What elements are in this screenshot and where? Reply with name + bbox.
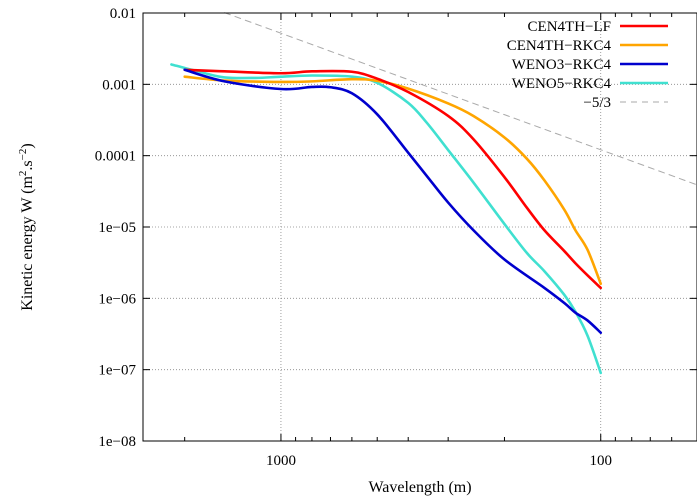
y-tick-label: 1e−07 (98, 363, 136, 379)
series-line-4 (224, 12, 697, 186)
y-tick-label: 0.0001 (95, 149, 136, 165)
grid (143, 13, 697, 441)
x-tick-label: 100 (589, 453, 612, 469)
legend: CEN4TH−LF CEN4TH−RKC4 WENO3−RKC4 WENO5−RKC4… (507, 19, 668, 111)
x-tick-label: 1000 (266, 453, 296, 469)
series-line-3 (170, 63, 603, 375)
legend-label-1: CEN4TH−RKC4 (507, 38, 612, 54)
y-tick-label: 1e−06 (98, 291, 136, 307)
legend-label-0: CEN4TH−LF (528, 19, 611, 35)
y-tick-label: 1e−08 (98, 434, 136, 450)
series-layer (170, 12, 697, 375)
legend-label-2: WENO3−RKC4 (512, 57, 612, 73)
y-tick-label: 1e−05 (98, 220, 136, 236)
y-tick-label: 0.01 (110, 6, 136, 22)
y-tick-label: 0.001 (102, 77, 136, 93)
series-line-0 (183, 68, 603, 290)
series-line-1 (183, 75, 603, 286)
legend-label-3: WENO5−RKC4 (512, 76, 612, 92)
x-axis-label: Wavelength (m) (368, 479, 471, 496)
legend-label-4: −5/3 (583, 95, 611, 111)
ticks: 0.01 0.001 0.0001 1e−05 1e−06 1e−07 1e−08 1000 1… (95, 6, 697, 469)
y-axis-label: Kinetic energy W (m2.s−2) (17, 143, 36, 310)
series-line-2 (183, 68, 603, 334)
